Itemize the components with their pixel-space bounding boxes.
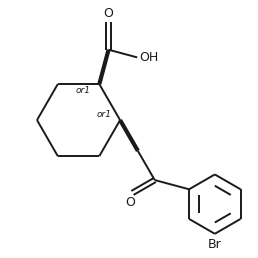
Text: OH: OH: [139, 51, 158, 64]
Text: Br: Br: [208, 238, 222, 251]
Text: or1: or1: [76, 86, 91, 94]
Text: O: O: [104, 7, 114, 20]
Text: O: O: [126, 196, 135, 209]
Text: or1: or1: [97, 110, 112, 119]
